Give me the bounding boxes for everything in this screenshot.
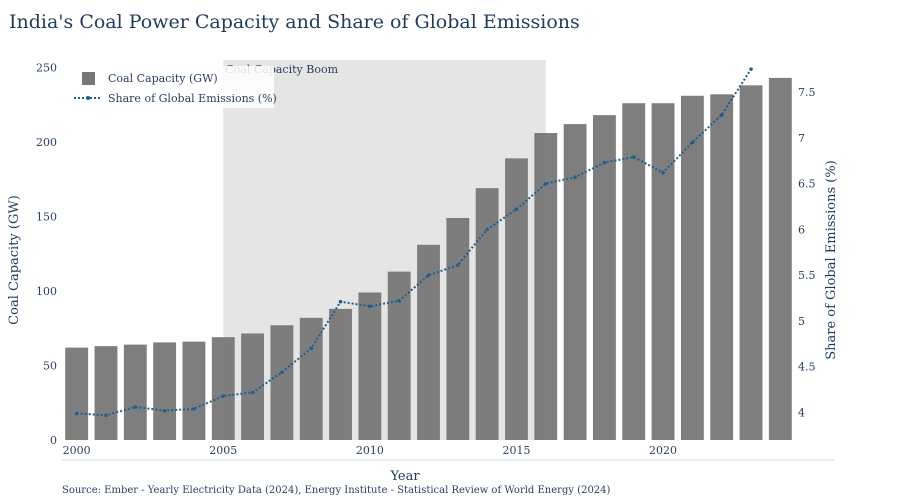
y-tick-label: 0 [50,434,57,447]
bar-2014 [475,188,499,440]
bar-2015 [505,158,528,440]
y-tick-label: 100 [36,285,57,298]
emissions-point-2019 [631,155,636,159]
emissions-point-2006 [250,390,255,395]
emissions-line [76,68,752,417]
bar-2013 [446,217,470,440]
y2-tick-label: 4.5 [798,361,816,374]
y2-tick-label: 7 [798,132,805,145]
bar-2002 [123,344,147,440]
y-tick-label: 250 [36,61,57,74]
emissions-point-2017 [573,175,577,180]
chart-title: India's Coal Power Capacity and Share of… [9,11,580,33]
emissions-point-2012 [426,273,431,277]
bar-2016 [534,133,558,441]
emissions-point-2000 [74,411,79,416]
bar-2007 [270,325,294,440]
bar-2023 [739,85,763,440]
legend-box [72,66,274,108]
y2-axis-title: Share of Global Emissions (%) [824,160,839,360]
x-tick-label: 2005 [209,444,237,457]
bar-2017 [563,124,587,440]
y2-tick-label: 4 [798,407,805,420]
emissions-point-2018 [602,160,607,165]
emissions-point-2001 [104,413,108,418]
legend-line-label: Share of Global Emissions (%) [108,92,277,105]
emissions-point-2015 [514,207,519,212]
emissions-point-2022 [719,113,724,117]
bar-2009 [329,308,352,440]
bar-2020 [651,103,675,440]
bar-2021 [680,95,704,440]
y-tick-label: 50 [43,359,57,372]
bar-2005 [211,337,235,440]
x-tick-label: 2000 [63,444,91,457]
emissions-point-2023 [749,67,753,71]
emissions-point-2004 [192,407,196,411]
emissions-point-2010 [368,304,372,309]
bar-2012 [417,244,440,440]
y2-tick-label: 7.5 [798,86,816,99]
bar-2001 [94,346,118,440]
bar-2004 [182,341,206,440]
emissions-point-2021 [690,140,695,145]
y2-tick-label: 6.5 [798,178,816,191]
y-tick-label: 200 [36,136,57,149]
legend-line-marker [86,96,90,100]
y-tick-label: 150 [36,210,57,223]
emissions-point-2009 [338,299,343,304]
bar-2006 [241,333,265,440]
y-axis-title: Coal Capacity (GW) [7,195,22,325]
legend-bar-swatch [82,72,95,85]
bar-2011 [387,271,411,440]
y2-tick-label: 5.5 [798,269,816,282]
bar-2003 [153,342,177,440]
y2-tick-label: 6 [798,223,805,236]
bar-2022 [710,94,734,441]
emissions-point-2016 [543,181,548,186]
emissions-point-2008 [309,346,314,351]
legend-bar-label: Coal Capacity (GW) [108,72,218,85]
x-tick-label: 2015 [502,444,530,457]
emissions-point-2020 [661,170,665,175]
x-axis-title: Year [389,469,420,484]
bar-2019 [622,103,646,440]
emissions-point-2005 [221,394,226,398]
bar-2018 [592,115,616,440]
bar-2000 [65,347,89,440]
emissions-point-2011 [397,299,401,303]
x-tick-label: 2010 [356,444,384,457]
source-note: Source: Ember - Yearly Electricity Data … [62,485,611,496]
emissions-point-2003 [162,408,167,413]
emissions-point-2002 [133,405,138,409]
bar-2008 [299,317,323,440]
bar-2010 [358,292,382,440]
emissions-point-2014 [485,227,489,232]
x-tick-label: 2020 [649,444,677,457]
bar-2024 [768,77,792,440]
y2-tick-label: 5 [798,315,805,328]
emissions-point-2013 [456,263,460,267]
emissions-point-2007 [280,370,284,375]
